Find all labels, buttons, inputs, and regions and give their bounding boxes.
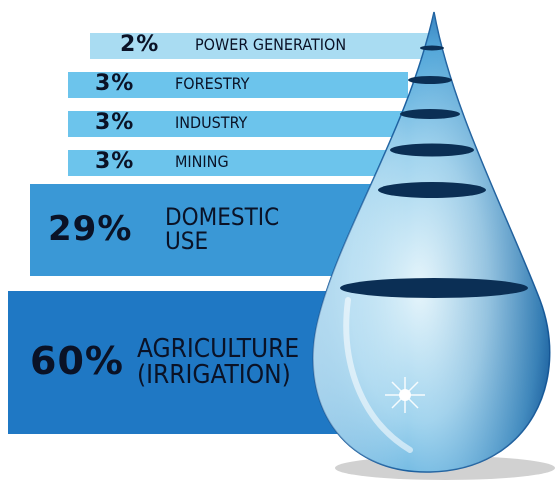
- bar-value-label: 3%: [95, 71, 135, 97]
- bar-category-label: INDUSTRY: [175, 113, 248, 132]
- bar-value-label: 2%: [120, 32, 160, 58]
- bar-3: [68, 150, 408, 176]
- bar-category-label: AGRICULTURE (IRRIGATION): [137, 333, 300, 390]
- bar-1: [68, 72, 408, 98]
- bar-category-label: DOMESTIC USE: [165, 203, 280, 255]
- water-drop-icon: [312, 11, 555, 480]
- bar-category-label: FORESTRY: [175, 74, 250, 93]
- bar-0: [90, 33, 430, 59]
- bar-value-label: 29%: [48, 208, 133, 249]
- bar-value-label: 3%: [95, 149, 135, 175]
- bar-value-label: 3%: [95, 110, 135, 136]
- bar-category-label: MINING: [175, 152, 229, 171]
- bar-2: [68, 111, 408, 137]
- bar-value-label: 60%: [30, 338, 124, 383]
- bar-category-label: POWER GENERATION: [195, 35, 347, 54]
